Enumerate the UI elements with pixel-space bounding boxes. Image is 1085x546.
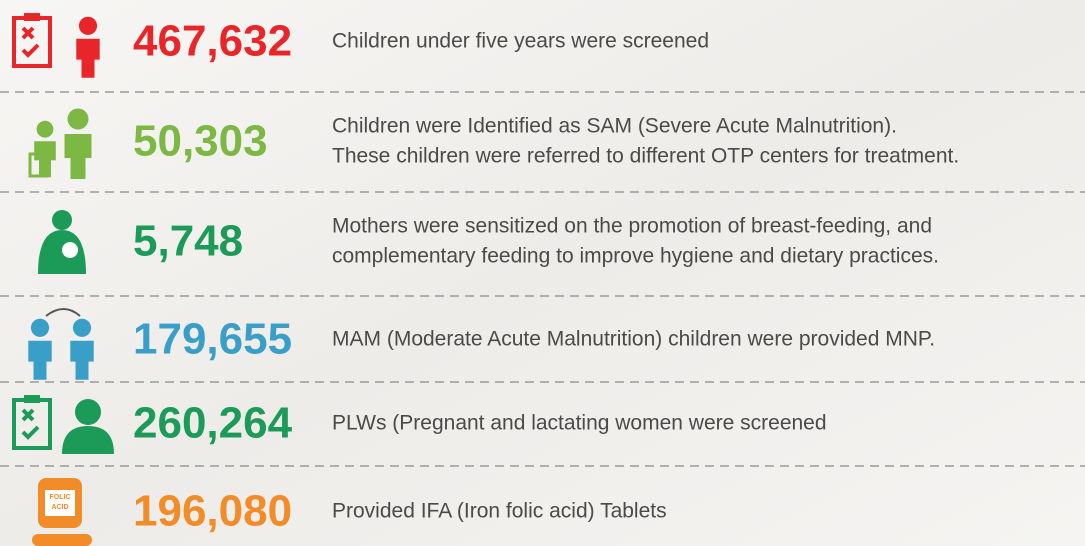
stat-number: 50,303 <box>133 117 268 166</box>
stat-number: 467,632 <box>133 17 292 66</box>
stat-number: 196,080 <box>133 487 292 536</box>
infographic: 467,632 Children under five years were sc… <box>0 0 1085 546</box>
icon-part <box>73 319 91 337</box>
description: complementary feeding to improve hygiene… <box>332 245 939 268</box>
icon-part <box>32 534 92 546</box>
icon-label: ACID <box>51 504 68 511</box>
background <box>0 0 1085 546</box>
icon-part <box>79 17 97 35</box>
icon-part <box>24 395 40 403</box>
description: PLWs (Pregnant and lactating women were … <box>332 412 827 435</box>
stat-number: 260,264 <box>133 399 293 448</box>
description: Mothers were sensitized on the promotion… <box>332 215 932 238</box>
description: Provided IFA (Iron folic acid) Tablets <box>332 500 667 523</box>
icon-part <box>37 121 54 138</box>
icon-part <box>31 319 49 337</box>
icon-part <box>75 399 101 425</box>
icon-part <box>52 210 72 230</box>
description: Children were Identified as SAM (Severe … <box>332 115 897 138</box>
description: These children were referred to differen… <box>332 145 959 168</box>
icon-label: FOLIC <box>50 494 71 501</box>
icon-part <box>62 242 78 258</box>
description: Children under five years were screened <box>332 30 709 53</box>
stat-number: 179,655 <box>133 315 292 364</box>
icon-part <box>68 109 89 130</box>
description: MAM (Moderate Acute Malnutrition) childr… <box>332 328 935 351</box>
icon-part <box>24 13 40 21</box>
stat-number: 5,748 <box>133 217 243 266</box>
